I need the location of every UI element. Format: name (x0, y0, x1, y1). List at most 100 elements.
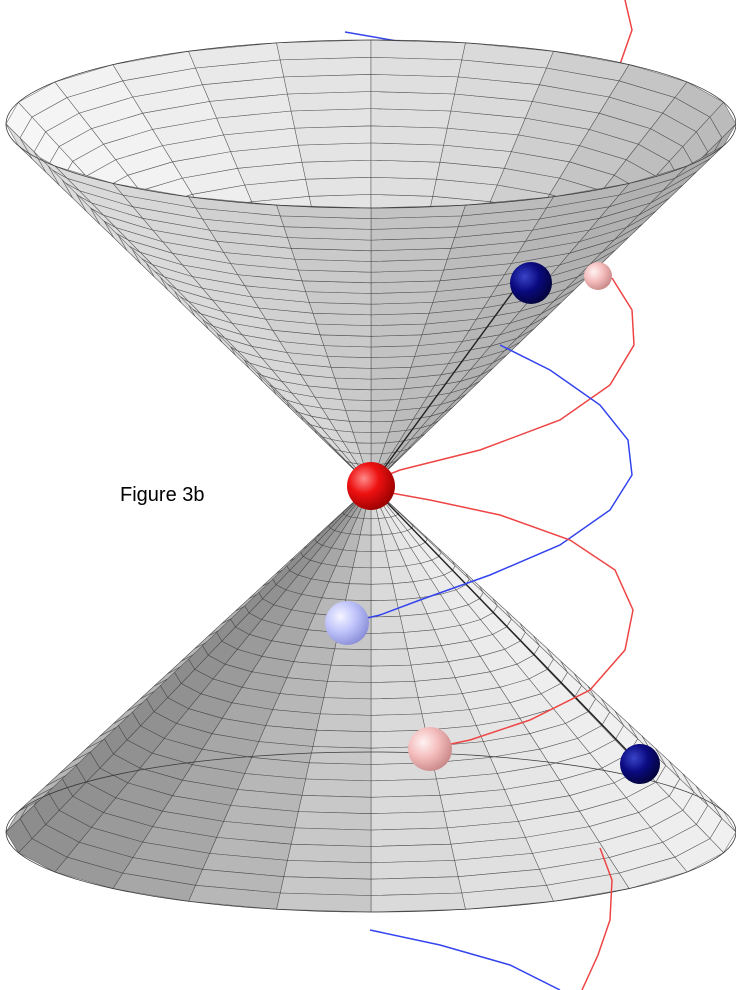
cone-cell (279, 56, 372, 78)
cone-cell (370, 377, 408, 391)
cone-cell (370, 811, 448, 831)
cone-cell (297, 142, 372, 163)
cone-cell (370, 159, 441, 180)
cone-face (370, 485, 630, 902)
cone-cell (370, 795, 445, 814)
cone-cell (301, 159, 372, 180)
cone-cell (370, 892, 466, 913)
cone-cell (370, 388, 405, 401)
cone-cell (305, 762, 372, 782)
cone-cell (327, 356, 372, 369)
cone-cell (370, 56, 463, 78)
cone-cell (283, 74, 372, 95)
cone-cell (370, 681, 419, 700)
cone-cell (370, 778, 441, 798)
cone-face (5, 123, 372, 487)
cone-face (370, 485, 736, 833)
upper-pink-sphere (584, 262, 612, 290)
cone-cell (330, 648, 372, 667)
cone-cell (370, 356, 415, 369)
cone-cell (308, 302, 372, 316)
cone-cell (305, 176, 372, 197)
cone-face (112, 485, 372, 902)
cone-cell (341, 399, 372, 412)
cone-cell (370, 843, 455, 864)
cone-cell (370, 420, 394, 433)
cone-face (276, 485, 372, 913)
cone-cell (308, 746, 372, 765)
upper-light-ray (370, 281, 521, 487)
cone-cell (276, 892, 372, 913)
cone-cell (287, 91, 372, 112)
future-light-cone (5, 39, 736, 487)
cone-cell (319, 697, 372, 716)
cone-face (54, 485, 372, 889)
front-trajectories (349, 277, 635, 990)
cone-cell (283, 860, 372, 880)
cone-cell (370, 876, 463, 896)
red-trajectory-lower (374, 489, 634, 749)
cone-cell (327, 664, 372, 683)
cone-face (370, 485, 554, 910)
lower-light-blue-sphere (325, 601, 369, 645)
cone-face (370, 485, 466, 913)
cone-cell (337, 388, 372, 401)
cone-rim (5, 39, 736, 209)
cone-cell (334, 377, 372, 391)
cone-cell (330, 366, 372, 380)
cone-cell (301, 778, 372, 798)
cone-cell (294, 125, 372, 146)
cone-cell (370, 323, 426, 337)
lower-light-ray (370, 485, 641, 765)
cone-cell (316, 323, 372, 337)
cone-cell (370, 583, 397, 601)
cone-cell (323, 345, 372, 358)
cone-cell (370, 366, 412, 380)
lower-dark-blue-sphere (620, 744, 660, 784)
cone-face (276, 204, 372, 487)
cone-cell (370, 176, 437, 197)
cone-cell (290, 827, 372, 847)
particle-spheres (325, 262, 660, 784)
cone-cell (709, 798, 736, 833)
cone-cell (312, 312, 372, 326)
cone-cell (370, 410, 397, 423)
cone-cell (279, 876, 372, 896)
cone-cell (370, 399, 401, 412)
red-trajectory-bottom (581, 847, 613, 990)
cone-rim (5, 751, 736, 913)
cone-cell (294, 811, 372, 831)
cone-cell (287, 843, 372, 864)
cone-face (370, 485, 725, 873)
cone-cell (370, 125, 448, 146)
cone-cell (276, 39, 372, 61)
cone-face (17, 485, 372, 873)
cone-cell (370, 664, 415, 683)
cone-face (370, 485, 688, 889)
cone-cell (316, 713, 372, 733)
cone-cell (345, 410, 372, 423)
cone-cell (297, 795, 372, 814)
cone-cell (370, 108, 452, 129)
cone-cell (370, 567, 394, 585)
figure-caption: Figure 3b (120, 484, 205, 506)
cone-cell (370, 74, 459, 95)
cone-cell (370, 91, 455, 112)
cone-cell (370, 713, 426, 733)
cone-cell (290, 108, 372, 129)
cone-face (370, 196, 555, 487)
cone-cell (370, 615, 405, 634)
cone-cell (323, 681, 372, 700)
cone-cell (370, 860, 459, 880)
cone-face (112, 182, 372, 487)
cone-cell (709, 101, 736, 139)
cone-cell (370, 39, 466, 61)
cone-face (370, 145, 724, 487)
cone-face (370, 204, 466, 487)
cone-cell (370, 697, 423, 716)
cone-face (54, 165, 372, 487)
cone-cell (370, 827, 452, 847)
blue-trajectory-bottom (369, 929, 561, 990)
cone-cell (370, 302, 434, 316)
